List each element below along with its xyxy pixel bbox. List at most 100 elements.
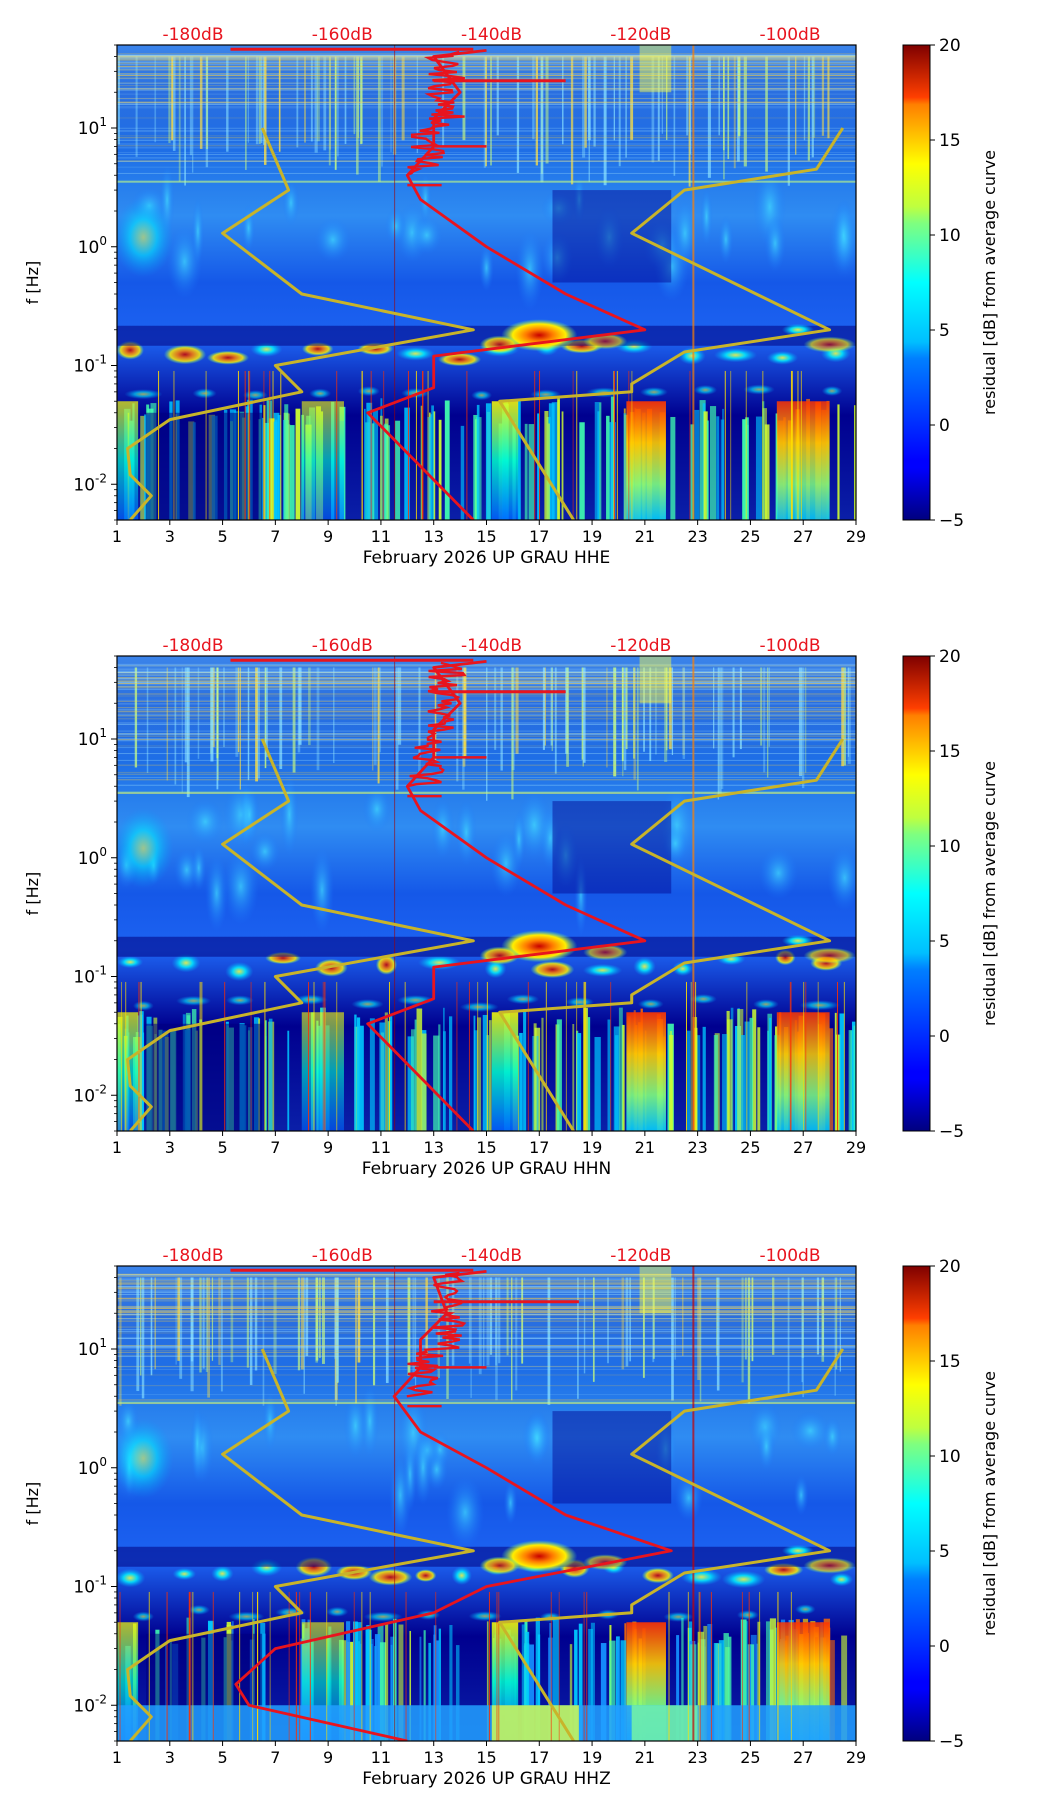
narrow-red-spike (415, 370, 417, 520)
x-tick-label: 13 (424, 1138, 444, 1157)
low-frequency-energy-column (752, 1009, 757, 1131)
low-frequency-energy-column (389, 1016, 393, 1131)
average-psd-jagged-segment (406, 50, 465, 177)
top-db-label: -180dB (162, 636, 223, 656)
horizontal-line-noise (117, 106, 856, 108)
narrow-red-spike (572, 370, 574, 520)
horizontal-line-noise (117, 672, 856, 674)
microseism-blob (163, 344, 207, 365)
horizontal-line-noise (117, 678, 856, 680)
colorbar-tick-label: 10 (939, 1447, 961, 1467)
horizontal-line-noise (117, 1310, 856, 1312)
low-frequency-energy-column (676, 1635, 680, 1741)
high-frequency-streak (718, 56, 721, 136)
horizontal-line-noise (117, 1278, 856, 1280)
high-frequency-streak (328, 56, 331, 166)
high-frequency-streak (801, 667, 805, 789)
low-frequency-energy-column (617, 1637, 620, 1741)
low-frequency-energy-column (486, 1621, 489, 1741)
y-tick-exponent: -2 (95, 471, 107, 485)
microseism-blob (689, 993, 717, 1004)
high-frequency-streak (768, 667, 770, 747)
low-frequency-energy-column (836, 1034, 841, 1131)
horizontal-line-noise (117, 54, 856, 56)
high-frequency-streak (245, 56, 247, 170)
low-frequency-energy-column (449, 1624, 453, 1741)
low-frequency-energy-column (379, 1022, 386, 1131)
horizontal-line-noise (117, 69, 856, 71)
horizontal-line-noise (117, 670, 856, 672)
low-frequency-energy-column (587, 1017, 591, 1131)
high-frequency-streak (827, 56, 830, 139)
high-frequency-streak (255, 667, 258, 782)
horizontal-line-noise (117, 87, 856, 89)
high-frequency-streak (511, 1277, 513, 1401)
high-frequency-streak (377, 56, 381, 182)
high-frequency-streak (554, 667, 557, 774)
low-frequency-energy-column (369, 1018, 375, 1131)
narrow-red-spike (148, 1591, 150, 1741)
low-frequency-energy-column (742, 419, 747, 520)
high-frequency-streak (803, 56, 806, 141)
horizontal-line-noise (117, 1293, 856, 1295)
narrow-red-spike (237, 370, 239, 520)
average-psd-jagged-segment (406, 661, 467, 788)
horizontal-line-noise (117, 107, 856, 109)
average-psd-curve (366, 49, 647, 520)
high-frequency-streak (298, 667, 302, 745)
low-frequency-energy-column (444, 400, 450, 520)
horizontal-line-noise (117, 59, 856, 61)
high-frequency-streak (172, 56, 176, 151)
horizontal-line-noise (117, 1354, 856, 1356)
high-frequency-streak (545, 56, 549, 164)
narrow-red-spike (724, 370, 726, 520)
horizontal-line-noise (117, 686, 856, 688)
high-frequency-streak (544, 667, 546, 746)
horizontal-line-noise (117, 65, 856, 67)
horizontal-line-noise (117, 1337, 856, 1339)
mid-frequency-cloud (414, 1430, 432, 1505)
low-frequency-energy-column (544, 411, 549, 520)
low-frequency-energy-column (420, 405, 423, 520)
high-frequency-streak (220, 1277, 223, 1392)
narrow-red-spike (383, 370, 385, 520)
microseism-blob (132, 1611, 154, 1622)
horizontal-line-noise (117, 143, 856, 145)
high-frequency-streak (316, 667, 320, 771)
high-frequency-streak (732, 667, 735, 758)
horizontal-line-noise (117, 735, 856, 737)
narrow-red-spike (585, 981, 587, 1131)
microseism-blob (766, 350, 799, 365)
high-frequency-streak (304, 56, 306, 143)
high-frequency-streak (141, 1277, 145, 1399)
colorbar-tick-label: 20 (939, 1257, 961, 1277)
low-frequency-energy-column (748, 1645, 752, 1741)
low-frequency-energy-column (576, 1033, 582, 1131)
low-frequency-energy-column (356, 1622, 362, 1741)
mid-frequency-cloud (343, 1392, 368, 1460)
narrow-red-spike (173, 370, 175, 520)
low-frequency-energy-column (407, 1036, 414, 1131)
horizontal-line-noise (117, 773, 856, 775)
horizontal-line-noise (117, 75, 856, 77)
x-tick-label: 25 (740, 1138, 760, 1157)
microseism-blob (663, 1611, 694, 1622)
y-tick-label: 100 (78, 1455, 107, 1479)
x-tick-label: 1 (112, 1748, 122, 1767)
narrow-red-spike (803, 981, 805, 1131)
narrow-red-spike (613, 370, 615, 520)
microseism-blob (357, 386, 380, 397)
high-frequency-streak (807, 56, 810, 161)
mid-frequency-cloud (455, 799, 477, 866)
high-frequency-streak (835, 1277, 838, 1370)
horizontal-line-noise (117, 69, 856, 71)
narrow-red-spike (797, 370, 799, 520)
horizontal-line-noise (117, 101, 856, 103)
high-frequency-streak (398, 667, 402, 745)
colorbar (902, 44, 931, 521)
horizontal-line-noise (117, 59, 856, 61)
horizontal-line-noise (117, 73, 856, 75)
low-frequency-energy-column (384, 1012, 388, 1131)
horizontal-line-noise (117, 733, 856, 735)
microseism-blob (451, 1566, 472, 1585)
